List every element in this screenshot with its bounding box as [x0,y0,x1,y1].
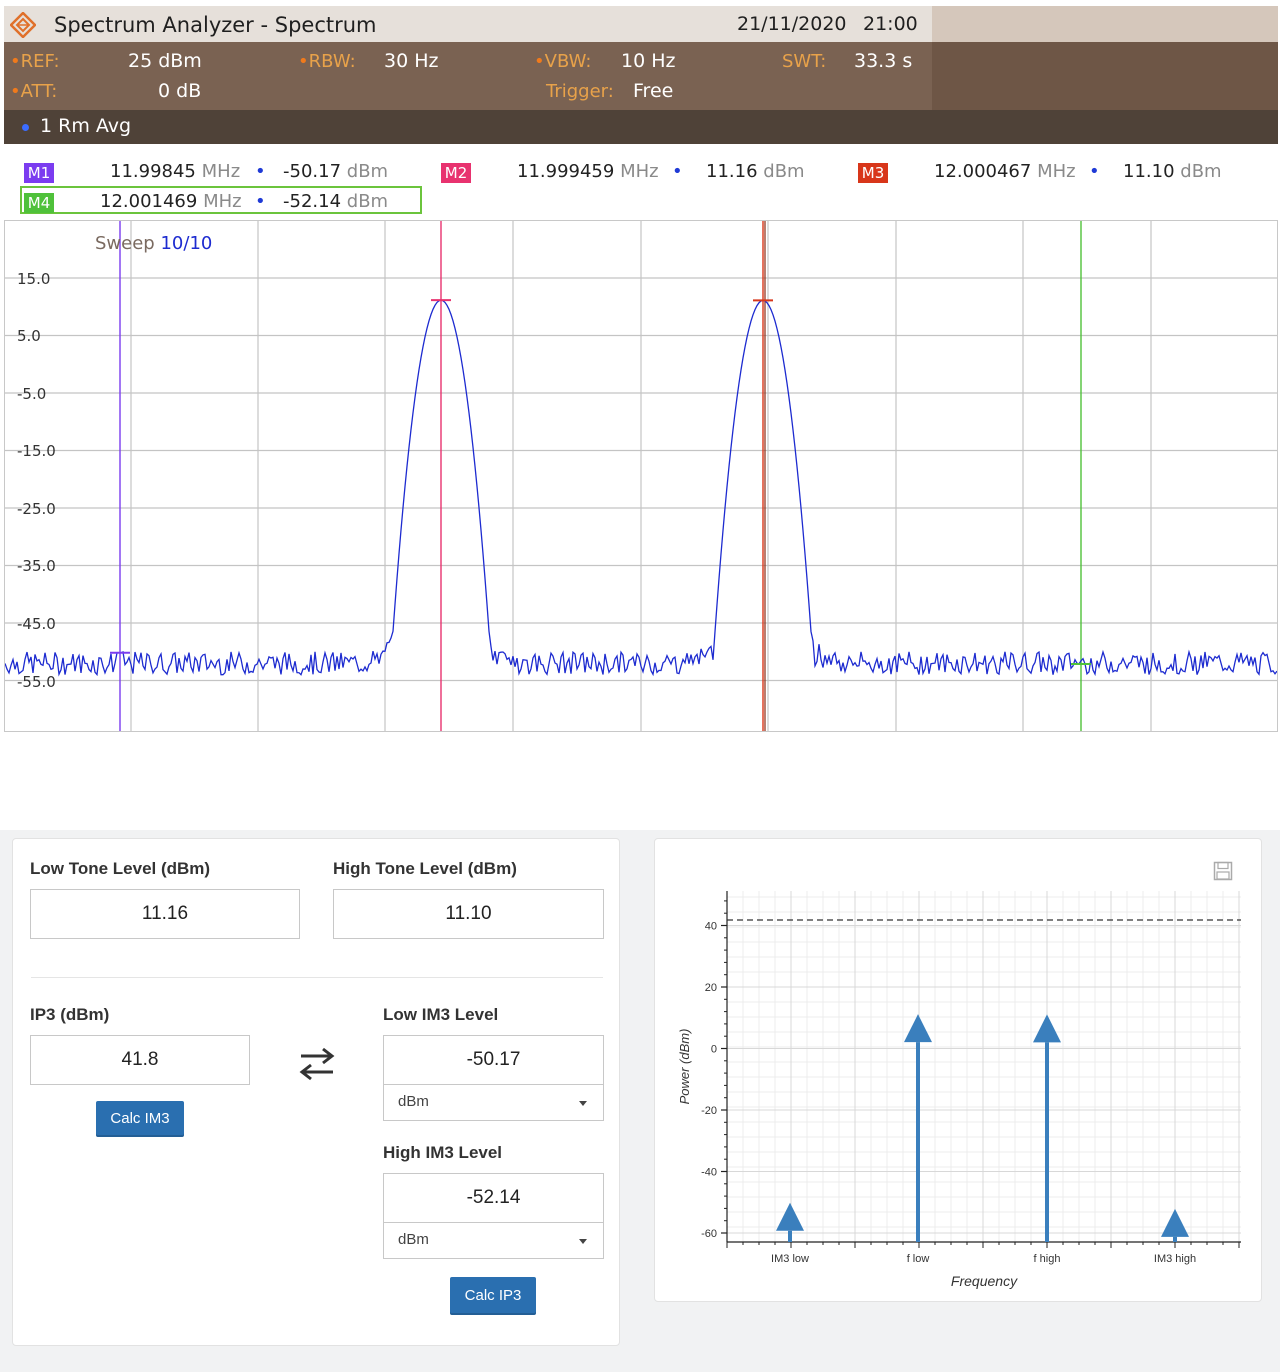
trigger-value: Free [633,80,674,102]
section-divider [31,977,603,978]
marker-m3-level: 11.10 dBm [1123,161,1222,182]
marker-m1-frequency: 11.99845 MHz [110,161,241,182]
marker-m2-level: 11.16 dBm [706,161,805,182]
y-tick-label: 0 [711,1044,717,1056]
date-label: 21/11/2020 [737,13,847,35]
window-title: Spectrum Analyzer - Spectrum [54,13,377,37]
calc-ip3-button[interactable]: Calc IP3 [450,1277,536,1315]
save-icon[interactable] [1213,861,1233,881]
marker-m1-badge[interactable]: M1 [24,162,54,183]
ip3-chart-svg: 40 20 0 -20 -40 -60 IM3 low f low f high IM3 high… [677,891,1241,1289]
chevron-down-icon [579,1101,587,1106]
low-im3-label: Low IM3 Level [383,1005,499,1024]
x-tick-label: f high [1034,1253,1061,1265]
ref-value: 25 dBm [128,50,202,72]
att-value: 0 dB [158,80,202,102]
x-axis-label: Frequency [951,1273,1018,1289]
high-im3-input[interactable]: -52.14 [383,1173,604,1223]
power-arrow-head [1033,1014,1061,1043]
x-tick-label: IM3 high [1154,1253,1196,1265]
swt-label: SWT: [782,51,827,72]
y-tick-label: -5.0 [17,385,47,403]
marker-m2-dot-icon: • [672,161,683,182]
power-arrow-head [904,1014,932,1043]
calculator-form: Low Tone Level (dBm) 11.16 High Tone Lev… [12,838,620,1346]
vbw-value: 10 Hz [621,50,676,72]
marker-m3-frequency: 12.000467 MHz [934,161,1076,182]
marker-m4-dot-icon: • [255,191,266,212]
rbw-value: 30 Hz [384,50,439,72]
trace-label: 1 Rm Avg [40,115,132,137]
spectrum-analyzer-window: Spectrum Analyzer - Spectrum 21/11/2020 … [4,6,1278,732]
y-tick-label: 5.0 [17,327,41,345]
time-label: 21:00 [863,13,918,35]
rbw-setting: •RBW: [298,51,356,72]
y-tick-label: -45.0 [17,615,56,633]
spectrum-trace-svg [5,221,1277,731]
title-bar: Spectrum Analyzer - Spectrum 21/11/2020 … [4,6,932,42]
ip3-chart-panel: 40 20 0 -20 -40 -60 IM3 low f low f high IM3 high… [654,838,1262,1302]
y-axis-label: Power (dBm) [677,1029,692,1105]
settings-bar-extension [932,42,1278,110]
trigger-label: Trigger: [546,81,614,102]
x-tick-label: f low [907,1253,930,1265]
high-tone-label: High Tone Level (dBm) [333,859,517,878]
low-tone-input[interactable]: 11.16 [30,889,300,939]
low-im3-input[interactable]: -50.17 [383,1035,604,1085]
title-bar-extension [932,6,1278,42]
power-arrow-head [1161,1208,1189,1237]
high-im3-unit-select[interactable]: dBm [383,1223,604,1259]
low-im3-unit-select[interactable]: dBm [383,1085,604,1121]
settings-bar: •REF: 25 dBm •RBW: 30 Hz •VBW: 10 Hz SWT… [4,42,932,110]
y-tick-label: 15.0 [17,270,51,288]
marker-m4-badge[interactable]: M4 [24,192,54,213]
att-setting: •ATT: [10,81,58,102]
y-tick-label: -35.0 [17,557,56,575]
y-tick-label: -25.0 [17,500,56,518]
trace-bar: 1 Rm Avg [4,110,1278,144]
y-tick-label: 40 [705,921,717,933]
ip3-label: IP3 (dBm) [30,1005,110,1024]
chevron-down-icon [579,1239,587,1244]
ip3-input[interactable]: 41.8 [30,1035,250,1085]
spectrum-plot[interactable]: Sweep 10/10 15.0 5.0 -5.0 -15.0 -25.0 -3… [4,220,1278,732]
sweep-counter: Sweep 10/10 [95,233,213,254]
y-tick-label: -15.0 [17,442,56,460]
trace-dot-icon [22,124,29,131]
ref-setting: •REF: [10,51,60,72]
spectrum-trace [5,299,1277,677]
marker-m2-badge[interactable]: M2 [441,162,471,183]
high-im3-unit-value: dBm [398,1231,429,1248]
marker-m1-dot-icon: • [255,161,266,182]
low-tone-label: Low Tone Level (dBm) [30,859,211,878]
ip3-calculator: Low Tone Level (dBm) 11.16 High Tone Lev… [0,830,1280,1372]
marker-m4-level: -52.14 dBm [283,191,389,212]
swt-value: 33.3 s [854,50,913,72]
y-tick-label: 20 [705,982,717,994]
y-tick-label: -40 [701,1167,717,1179]
y-tick-label: -55.0 [17,673,56,691]
low-im3-unit-value: dBm [398,1093,429,1110]
marker-m1-level: -50.17 dBm [283,161,389,182]
marker-m4-frequency: 12.001469 MHz [100,191,242,212]
y-tick-label: -20 [701,1105,717,1117]
marker-m2-frequency: 11.999459 MHz [517,161,659,182]
marker-m4-highlight[interactable] [20,186,422,214]
analyzer-logo-icon [10,12,36,38]
vbw-setting: •VBW: [534,51,592,72]
marker-m3-dot-icon: • [1089,161,1100,182]
marker-table: M1 11.99845 MHz • -50.17 dBm M2 11.99945… [4,144,1278,216]
y-tick-label: -60 [701,1228,717,1240]
high-im3-label: High IM3 Level [383,1143,503,1162]
high-tone-input[interactable]: 11.10 [333,889,604,939]
power-arrow-head [776,1202,804,1231]
marker-m3-badge[interactable]: M3 [858,162,888,183]
calc-im3-button[interactable]: Calc IM3 [96,1101,184,1137]
swap-arrows-icon[interactable] [295,1044,339,1084]
x-tick-label: IM3 low [771,1253,809,1265]
